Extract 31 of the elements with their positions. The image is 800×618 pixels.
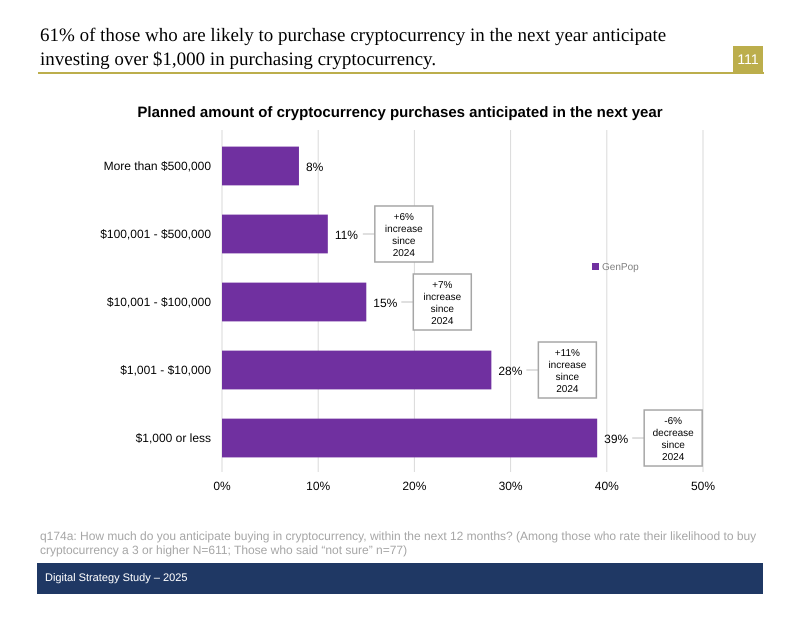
text: Digital Strategy Study – 2025 — [45, 572, 188, 584]
bar — [222, 214, 328, 254]
text: 111 — [733, 46, 763, 72]
annotation: +6% increase since 2024 — [384, 212, 424, 259]
annotation: -6% decrease since 2024 — [652, 416, 694, 464]
bar — [222, 350, 492, 390]
x-tick-label: 40% — [594, 479, 620, 493]
bar — [222, 146, 299, 186]
bar — [222, 418, 598, 458]
text: q174a: How much do you anticipate buying in cryptocurrency, within the next 12 months? (Among those who rate their likelihood to buy cryptocurrency a 3 or higher N=611; Those who said “not sure” n=77) — [40, 529, 758, 557]
x-tick-label: 20% — [402, 479, 427, 493]
chart-title: 61% of those who are likely to purchase cryptocurrency in the next year anticipate investing over $1,000 in purchasing cryptocurrency. — [40, 24, 668, 72]
annotation: +7% increase since 2024 — [423, 280, 462, 327]
text: 8% — [306, 160, 324, 174]
y-tick-label: More than $500,000 — [104, 158, 212, 173]
annotation: +11% increase since 2024 — [548, 348, 587, 396]
y-tick-label: $1,001 - $10,000 — [120, 363, 212, 378]
text: 15% — [373, 296, 398, 310]
text: 39% — [604, 432, 628, 446]
y-tick-label: $100,001 - $500,000 — [100, 226, 212, 241]
x-tick-label: 50% — [690, 479, 716, 493]
text: 11% — [334, 228, 358, 242]
x-tick-label: 0% — [213, 479, 231, 493]
bar — [222, 282, 366, 322]
x-tick-label: 30% — [498, 479, 523, 493]
text: 28% — [498, 364, 522, 378]
y-tick-label: $10,001 - $100,000 — [106, 295, 212, 309]
legend-label: GenPop — [602, 262, 640, 273]
chart-subtitle: Planned amount of cryptocurrency purchases anticipated in the next year — [137, 104, 663, 121]
y-tick-label: $1,000 or less — [136, 431, 211, 446]
x-tick-label: 10% — [306, 479, 331, 493]
